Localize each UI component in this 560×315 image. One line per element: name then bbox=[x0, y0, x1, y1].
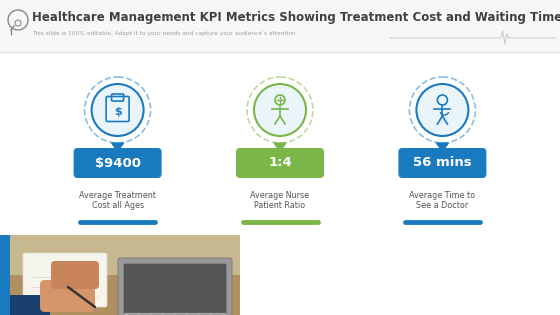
FancyBboxPatch shape bbox=[51, 261, 99, 289]
Text: 56 mins: 56 mins bbox=[413, 157, 472, 169]
Circle shape bbox=[417, 84, 468, 136]
FancyBboxPatch shape bbox=[10, 235, 240, 315]
FancyBboxPatch shape bbox=[73, 148, 162, 178]
FancyBboxPatch shape bbox=[124, 264, 226, 314]
Circle shape bbox=[254, 84, 306, 136]
Text: Healthcare Management KPI Metrics Showing Treatment Cost and Waiting Time: Healthcare Management KPI Metrics Showin… bbox=[32, 12, 560, 25]
Text: $9400: $9400 bbox=[95, 157, 141, 169]
FancyBboxPatch shape bbox=[398, 148, 487, 178]
Text: Patient Ratio: Patient Ratio bbox=[254, 201, 306, 209]
Text: Average Treatment: Average Treatment bbox=[79, 191, 156, 199]
FancyBboxPatch shape bbox=[0, 235, 10, 315]
FancyBboxPatch shape bbox=[240, 235, 560, 315]
Polygon shape bbox=[111, 143, 124, 151]
Polygon shape bbox=[436, 143, 449, 151]
FancyBboxPatch shape bbox=[40, 280, 95, 312]
Text: Average Nurse: Average Nurse bbox=[250, 191, 310, 199]
Text: See a Doctor: See a Doctor bbox=[416, 201, 469, 209]
FancyBboxPatch shape bbox=[10, 295, 50, 315]
Text: This slide is 100% editable. Adapt it to your needs and capture your audience’s : This slide is 100% editable. Adapt it to… bbox=[32, 32, 297, 37]
Text: Average Time to: Average Time to bbox=[409, 191, 475, 199]
Text: Cost all Ages: Cost all Ages bbox=[91, 201, 144, 209]
FancyBboxPatch shape bbox=[124, 313, 226, 315]
Text: $: $ bbox=[114, 107, 122, 117]
FancyBboxPatch shape bbox=[118, 258, 232, 315]
Polygon shape bbox=[274, 143, 286, 151]
FancyBboxPatch shape bbox=[236, 148, 324, 178]
FancyBboxPatch shape bbox=[10, 275, 240, 315]
Circle shape bbox=[92, 84, 143, 136]
FancyBboxPatch shape bbox=[23, 253, 107, 307]
Text: 1:4: 1:4 bbox=[268, 157, 292, 169]
FancyBboxPatch shape bbox=[0, 0, 560, 52]
